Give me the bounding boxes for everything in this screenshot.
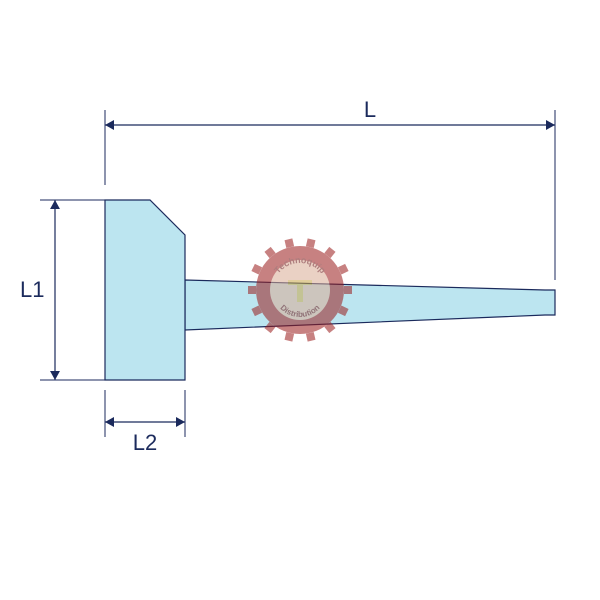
dim-label-L: L xyxy=(364,97,376,122)
hammer-head xyxy=(105,200,185,380)
dim-label-L2: L2 xyxy=(133,430,157,455)
dim-label-L1: L1 xyxy=(20,277,44,302)
technical-diagram: LL1L2TechnoquipDistribution xyxy=(0,0,600,600)
